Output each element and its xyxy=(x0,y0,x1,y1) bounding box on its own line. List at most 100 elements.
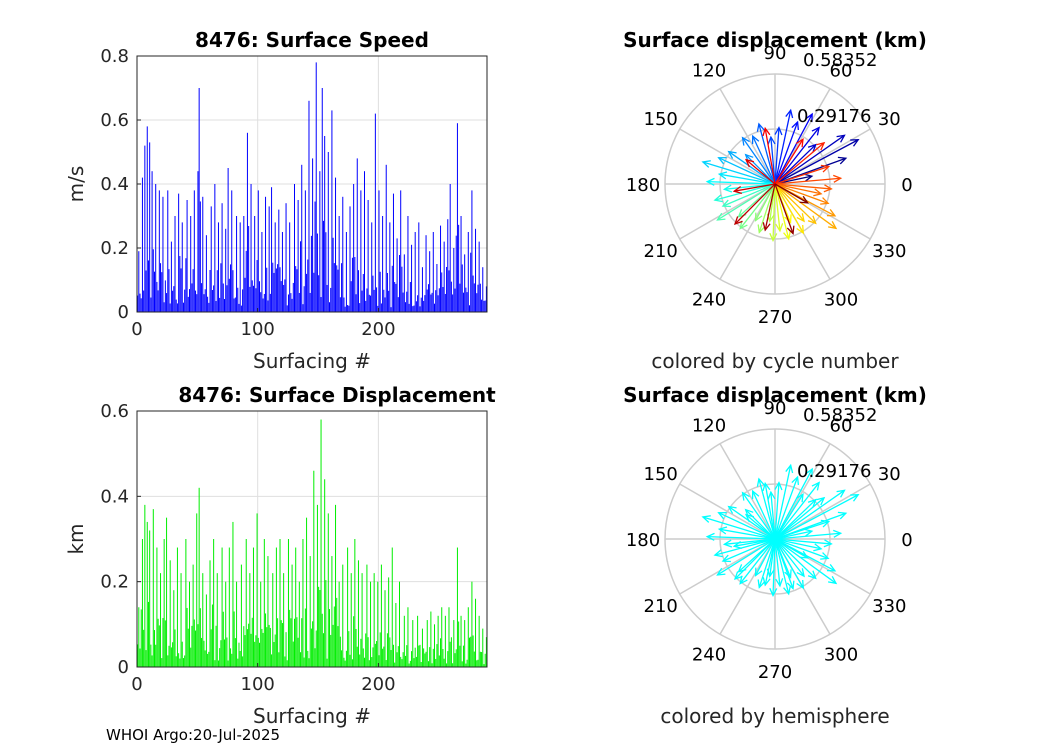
bar xyxy=(432,232,434,312)
displacement-arrow xyxy=(742,492,776,540)
bar xyxy=(379,271,381,312)
bar xyxy=(137,644,139,667)
displacement-arrow xyxy=(774,183,822,195)
bar xyxy=(149,530,151,667)
displacement-arrow xyxy=(774,127,780,185)
bar xyxy=(438,655,440,667)
bar xyxy=(449,184,451,312)
bar xyxy=(243,626,245,667)
bar xyxy=(396,238,398,312)
bar xyxy=(161,658,163,667)
bar xyxy=(221,203,223,312)
bar xyxy=(228,278,230,312)
bar xyxy=(195,290,197,312)
bar xyxy=(424,653,426,667)
bar xyxy=(259,281,260,312)
bar xyxy=(186,200,188,312)
bar xyxy=(373,573,375,667)
displacement-arrow xyxy=(702,516,776,540)
arrow-head xyxy=(796,579,805,590)
bar xyxy=(196,513,198,667)
displacement-arrow xyxy=(742,137,776,185)
bar xyxy=(406,645,408,667)
bar xyxy=(396,652,398,667)
bar xyxy=(312,621,314,667)
arrow-head xyxy=(796,568,805,578)
bar xyxy=(298,581,300,667)
bar xyxy=(412,306,414,312)
displacement-arrow xyxy=(719,173,776,185)
polar-spoke xyxy=(719,88,776,185)
bar xyxy=(437,615,439,667)
bar xyxy=(453,248,455,312)
bar xyxy=(251,617,253,667)
bar xyxy=(157,618,159,667)
bar xyxy=(296,269,298,312)
displacement-arrow xyxy=(719,528,776,540)
bar xyxy=(324,136,326,312)
bar xyxy=(343,657,345,667)
bar xyxy=(306,273,308,312)
displacement-arrow xyxy=(774,183,804,234)
arrow-head xyxy=(783,585,791,596)
arrow-head xyxy=(701,160,711,168)
displacement-grid xyxy=(137,411,487,667)
y-tick-label: 0.6 xyxy=(100,110,129,131)
bar xyxy=(202,196,204,312)
bar xyxy=(230,264,232,312)
bar xyxy=(274,222,276,312)
bar xyxy=(138,251,140,312)
bar xyxy=(225,581,227,667)
bar xyxy=(211,290,213,312)
bar xyxy=(145,270,147,312)
angle-label: 330 xyxy=(872,596,906,617)
bar xyxy=(192,269,194,312)
bar xyxy=(471,190,473,312)
bar xyxy=(147,601,149,667)
bar xyxy=(347,305,349,312)
bar xyxy=(224,639,225,667)
bar xyxy=(226,285,228,312)
bar xyxy=(418,645,420,667)
bar xyxy=(283,284,285,312)
arrow-head xyxy=(833,529,843,538)
bar xyxy=(326,658,328,667)
displacement-arrow xyxy=(758,183,776,233)
polar-spoke xyxy=(679,483,776,540)
bar xyxy=(483,300,485,312)
bar xyxy=(354,257,356,312)
bar xyxy=(176,547,178,667)
x-tick-label: 200 xyxy=(361,319,395,340)
displacement-arrow xyxy=(774,144,817,185)
displacement-arrow xyxy=(718,512,776,540)
bar xyxy=(382,648,384,667)
bar xyxy=(435,658,437,667)
bar xyxy=(220,640,222,667)
bar xyxy=(380,303,382,312)
displacement-plot-area xyxy=(137,411,487,667)
arrow-head xyxy=(836,489,846,498)
bar xyxy=(145,650,147,667)
bar xyxy=(380,564,382,667)
bar xyxy=(461,264,463,312)
bar xyxy=(456,123,458,312)
speed-title: 8476: Surface Speed xyxy=(195,28,429,52)
bar xyxy=(461,661,463,667)
polar-cycle-title: Surface displacement (km) xyxy=(623,28,927,52)
arrow-head xyxy=(796,224,805,235)
bar xyxy=(335,504,337,667)
bar xyxy=(384,590,386,667)
bar xyxy=(209,560,211,667)
bar xyxy=(485,286,487,312)
arrow-head xyxy=(727,505,737,514)
bar xyxy=(419,644,421,667)
arrow-head xyxy=(744,158,755,168)
arrow-head xyxy=(762,577,771,587)
bar xyxy=(234,297,236,312)
bar xyxy=(353,184,355,312)
bar xyxy=(221,547,223,667)
bar xyxy=(325,580,327,667)
bar xyxy=(330,287,332,312)
bar xyxy=(435,290,437,312)
bar xyxy=(255,288,257,312)
